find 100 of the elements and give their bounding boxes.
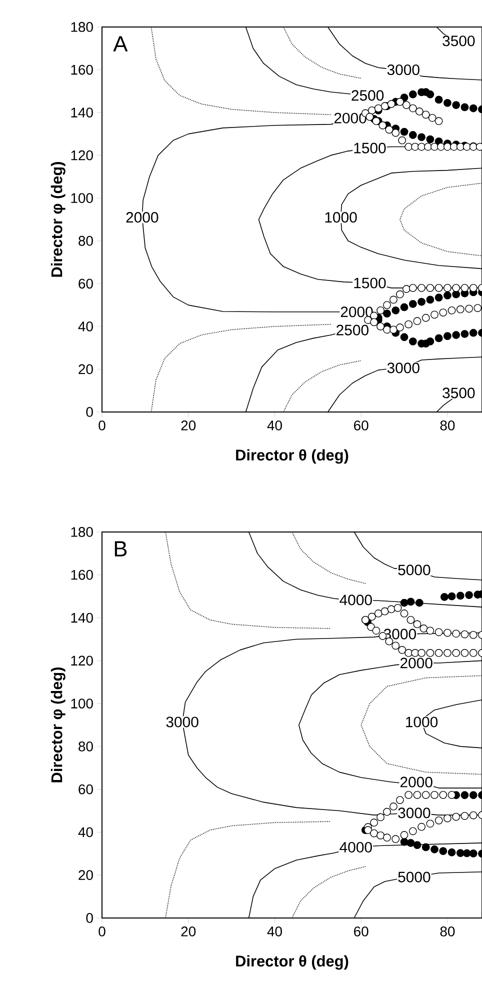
point (465, 304, 473, 313)
point (426, 648, 434, 657)
point (400, 610, 408, 618)
annotation: 3000 (166, 716, 198, 728)
annotation: B (114, 541, 127, 556)
point (469, 104, 478, 112)
point (422, 790, 430, 799)
point (400, 598, 408, 607)
y-tick-label: 40 (78, 321, 93, 332)
point (456, 305, 464, 314)
annotation: 2500 (336, 324, 368, 336)
y-tick-label: 80 (78, 236, 93, 246)
point (398, 136, 406, 144)
point (422, 314, 430, 322)
point (370, 318, 378, 326)
y-tick-label: 60 (78, 784, 93, 794)
point (448, 848, 456, 856)
point (402, 285, 410, 293)
y-tick-label: 140 (71, 612, 93, 623)
point (444, 648, 452, 657)
x-tick-label: 60 (354, 420, 368, 430)
x-tick-label: 80 (440, 926, 455, 936)
point (448, 790, 456, 799)
point (444, 628, 452, 637)
annotation: 3000 (387, 64, 420, 76)
point (444, 142, 452, 151)
point (408, 337, 417, 346)
point (426, 284, 434, 292)
point (392, 642, 400, 650)
point (408, 827, 417, 836)
point (426, 90, 434, 98)
point (383, 301, 391, 309)
y-tick-label: 0 (86, 913, 93, 923)
x-tick-label: 0 (98, 926, 106, 936)
point (469, 811, 478, 820)
point (430, 142, 438, 151)
point (430, 845, 438, 854)
point (474, 304, 482, 312)
annotation: 3000 (398, 808, 430, 818)
point (400, 128, 408, 136)
y-axis-title: Director φ (deg) (50, 667, 66, 782)
annotation: 5000 (398, 564, 430, 576)
point (426, 820, 434, 828)
x-axis-title: Director θ (deg) (236, 449, 348, 464)
point (406, 616, 415, 624)
annotation: 2000 (126, 212, 158, 223)
point (426, 626, 434, 635)
point (400, 303, 408, 312)
annotation: 1000 (325, 212, 357, 223)
point (460, 812, 469, 820)
point (411, 142, 420, 151)
point (452, 648, 460, 657)
annotation: 3500 (442, 36, 475, 46)
point (404, 320, 413, 328)
y-tick-label: 120 (71, 150, 93, 160)
y-tick-label: 80 (78, 741, 93, 752)
point (452, 101, 460, 110)
point (440, 593, 448, 601)
x-tick-label: 80 (440, 420, 455, 430)
point (426, 337, 434, 346)
annotation: 2000 (400, 776, 432, 788)
y-tick-label: 120 (71, 656, 93, 666)
y-tick-label: 40 (78, 827, 93, 838)
x-tick-label: 20 (181, 926, 196, 936)
point (408, 131, 417, 139)
y-tick-label: 180 (71, 527, 93, 537)
point (444, 284, 452, 292)
x-tick-label: 40 (267, 420, 282, 430)
annotation: 3500 (442, 388, 475, 398)
point (465, 591, 473, 599)
point (434, 816, 443, 824)
point (434, 334, 443, 342)
point (413, 317, 422, 326)
annotation: A (113, 36, 128, 52)
point (408, 90, 417, 98)
point (418, 142, 426, 151)
annotation: 4000 (340, 842, 372, 853)
point (390, 296, 398, 304)
point (392, 835, 400, 844)
point (396, 796, 404, 804)
point (444, 814, 452, 822)
point (452, 331, 460, 339)
annotation: 2500 (352, 90, 384, 101)
point (396, 98, 404, 106)
point (460, 103, 469, 112)
point (385, 126, 394, 134)
point (368, 612, 376, 621)
point (383, 808, 391, 816)
y-tick-label: 100 (71, 698, 93, 708)
point (460, 648, 469, 657)
x-axis-title: Director θ (deg) (236, 955, 348, 970)
point (434, 628, 443, 636)
point (372, 626, 380, 635)
y-tick-label: 160 (71, 570, 93, 580)
y-tick-label: 20 (78, 364, 93, 374)
point (460, 330, 469, 338)
point (426, 296, 434, 304)
annotation: 1000 (406, 716, 438, 728)
point (469, 328, 478, 337)
y-tick-label: 180 (71, 22, 93, 32)
